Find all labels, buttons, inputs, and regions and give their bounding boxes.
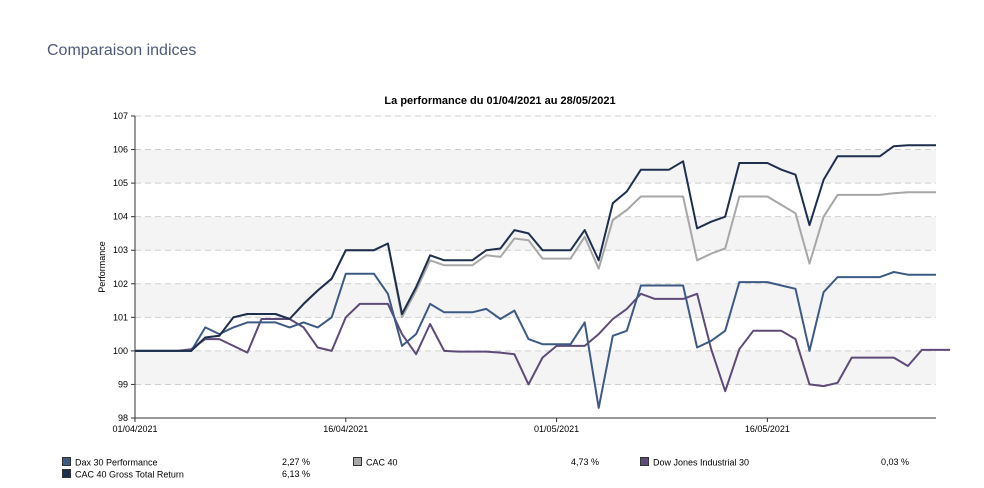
legend-swatch — [353, 457, 362, 467]
series-line-2 — [135, 292, 951, 393]
y-tick-label: 107 — [113, 111, 128, 121]
x-tick-label: 16/05/2021 — [745, 424, 790, 434]
y-tick-label: 104 — [113, 212, 128, 222]
grid — [135, 115, 936, 385]
y-tick-label: 103 — [113, 245, 128, 255]
legend-item-cac40: CAC 40 4,73 % — [353, 456, 599, 468]
legend-name: CAC 40 Gross Total Return — [75, 469, 184, 480]
series-lines — [135, 144, 951, 409]
x-tick-label: 16/04/2021 — [323, 424, 368, 434]
legend-value: 0,03 % — [881, 457, 910, 467]
legend-swatch — [62, 469, 71, 479]
y-tick-label: 98 — [118, 413, 128, 423]
series-line-0 — [135, 271, 936, 409]
legend-item-dow-jones: Dow Jones Industrial 30 0,03 % — [640, 456, 909, 468]
legend-value: 4,73 % — [571, 457, 600, 467]
grid-band — [135, 283, 936, 318]
legend-item-dax: Dax 30 Performance 2,27 % — [62, 456, 310, 468]
y-tick-label: 99 — [118, 379, 128, 389]
axes: 98 99 100 101 102 103 104 105 106 107 01/04/2021 16… — [112, 111, 936, 434]
legend-value: 2,27 % — [282, 457, 311, 467]
legend-value: 6,13 % — [282, 469, 311, 479]
performance-chart: La performance du 01/04/2021 au 28/05/20… — [97, 95, 951, 434]
chart-svg: La performance du 01/04/2021 au 28/05/20… — [97, 95, 951, 434]
grid-band — [135, 149, 936, 184]
legend-swatch — [640, 457, 649, 467]
grid-band — [135, 216, 936, 251]
legend-name: Dax 30 Performance — [75, 457, 158, 468]
y-tick-label: 106 — [113, 145, 128, 155]
x-tick-label: 01/04/2021 — [112, 424, 157, 434]
y-tick-label: 100 — [113, 346, 128, 356]
grid-band — [135, 350, 936, 385]
series-line-3 — [135, 144, 936, 352]
legend-name: CAC 40 — [366, 457, 398, 468]
chart-title: La performance du 01/04/2021 au 28/05/20… — [384, 95, 615, 107]
y-tick-label: 101 — [113, 312, 128, 322]
legend-name: Dow Jones Industrial 30 — [653, 457, 750, 468]
x-tick-label: 01/05/2021 — [534, 424, 579, 434]
page-title: Comparaison indices — [47, 42, 197, 59]
legend-swatch — [62, 457, 71, 467]
y-tick-label: 105 — [113, 178, 128, 188]
y-tick-label: 102 — [113, 279, 128, 289]
legend-item-cac40-gtr: CAC 40 Gross Total Return 6,13 % — [62, 468, 310, 480]
y-axis-label: Performance — [97, 241, 107, 293]
